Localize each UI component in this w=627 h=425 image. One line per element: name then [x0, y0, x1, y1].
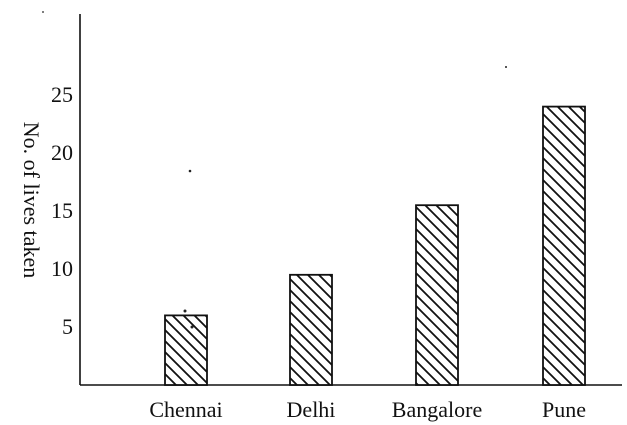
x-tick-label: Pune: [542, 397, 586, 422]
y-tick-label: 25: [51, 82, 73, 107]
bar-bangalore: [415, 204, 459, 386]
bar-chennai: [164, 314, 208, 386]
x-tick-label: Bangalore: [392, 397, 482, 422]
axes: [79, 14, 622, 386]
y-tick-labels: 5 10 15 20 25: [51, 82, 73, 339]
y-tick-label: 10: [51, 256, 73, 281]
scan-specks: [42, 11, 507, 329]
y-tick-label: 20: [51, 140, 73, 165]
bars: [164, 105, 586, 386]
y-tick-label: 5: [62, 314, 73, 339]
x-tick-label: Delhi: [287, 397, 336, 422]
x-tick-label: Chennai: [149, 397, 222, 422]
category-labels: Chennai Delhi Bangalore Pune: [149, 397, 586, 422]
y-axis-label: No. of lives taken: [19, 122, 44, 278]
bar-delhi: [289, 273, 333, 386]
bar-pune: [542, 105, 586, 386]
y-tick-label: 15: [51, 198, 73, 223]
